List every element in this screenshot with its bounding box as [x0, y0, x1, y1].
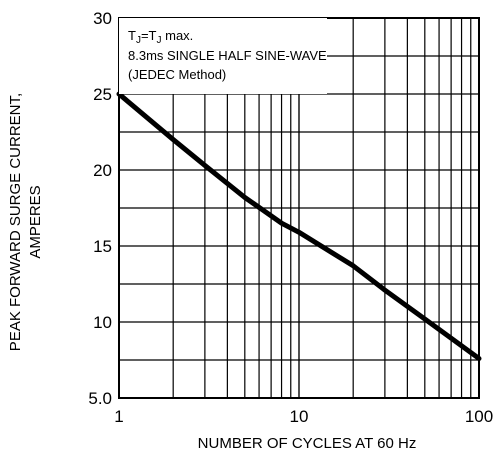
y-axis-title-line-2: AMPERES — [27, 185, 44, 258]
y-tick-label: 30 — [93, 9, 112, 28]
annotation-line-3: (JEDEC Method) — [128, 67, 226, 82]
y-tick-label: 15 — [93, 237, 112, 256]
y-axis-title: PEAK FORWARD SURGE CURRENT, AMPERES — [7, 93, 44, 351]
y-tick-label: 25 — [93, 85, 112, 104]
annotation-box: TJ=TJ max. 8.3ms SINGLE HALF SINE-WAVE (… — [119, 18, 327, 94]
y-tick-label: 10 — [93, 313, 112, 332]
x-axis-title: NUMBER OF CYCLES AT 60 Hz — [198, 435, 417, 452]
y-tick-label: 20 — [93, 161, 112, 180]
x-tick-label: 10 — [290, 407, 309, 426]
y-axis-ticks: 5.0 10 15 20 25 30 — [88, 9, 112, 408]
x-axis-ticks: 1 10 100 — [114, 407, 493, 426]
y-tick-label: 5.0 — [88, 389, 112, 408]
surge-current-curve — [116, 91, 482, 361]
y-axis-title-line-1: PEAK FORWARD SURGE CURRENT, — [7, 93, 24, 351]
x-tick-label: 1 — [114, 407, 123, 426]
annotation-line-1: TJ=TJ max. — [128, 28, 193, 46]
annotation-line-2: 8.3ms SINGLE HALF SINE-WAVE — [128, 48, 327, 63]
x-tick-label: 100 — [465, 407, 493, 426]
